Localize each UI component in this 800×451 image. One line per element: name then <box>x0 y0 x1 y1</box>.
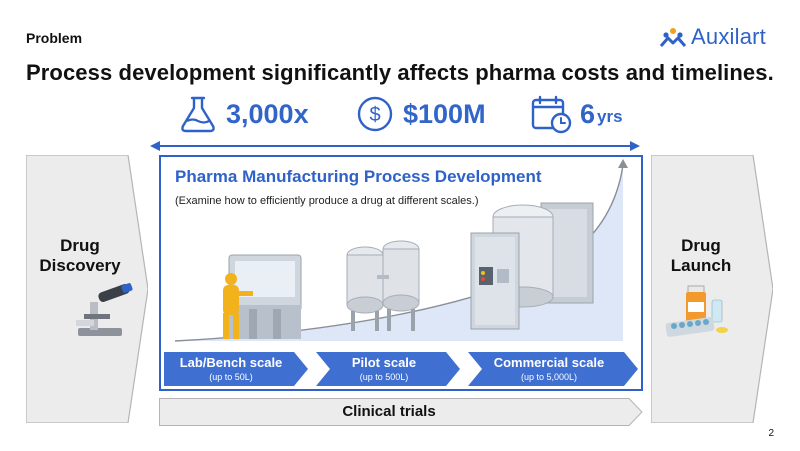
section-label: Problem <box>26 30 83 46</box>
stat-scale-up: 3,000x <box>178 94 309 134</box>
microscope-icon <box>76 283 133 336</box>
scale-step-lab: Lab/Bench scale (up to 50L) <box>164 352 308 386</box>
clinical-trials-label-wrap: Clinical trials <box>159 398 643 426</box>
scale-name: Pilot scale <box>351 355 417 370</box>
scale-capacity: (up to 50L) <box>209 372 253 382</box>
pilot-tanks-illustration <box>346 240 420 331</box>
commercial-plant-illustration <box>470 202 594 330</box>
scale-name: Lab/Bench scale <box>179 355 283 370</box>
stat-time: 6 yrs <box>530 94 623 134</box>
flask-icon <box>181 96 215 133</box>
clinical-trials-bar <box>159 398 643 426</box>
stat-value: 6 <box>580 98 596 129</box>
process-development-panel: Pharma Manufacturing Process Development… <box>159 155 643 391</box>
scale-step-pilot: Pilot scale (up to 500L) <box>322 352 460 386</box>
stat-cost: $ $100M <box>355 94 486 134</box>
lab-bench-illustration <box>223 254 302 339</box>
svg-text:$: $ <box>369 104 380 126</box>
clinical-trials-label: Clinical trials <box>342 403 436 420</box>
drug-discovery-chevron <box>26 155 148 423</box>
drug-launch-chevron <box>651 155 773 423</box>
drug-discovery-label: Drug Discovery <box>39 236 121 275</box>
page-number: 2 <box>768 428 774 439</box>
drug-launch-label: Drug Launch <box>670 236 732 275</box>
page-title: Process development significantly affect… <box>26 60 774 85</box>
calendar-clock-icon <box>531 95 572 134</box>
logo-text: Auxilart <box>691 24 766 49</box>
stat-value: 3,000x <box>226 98 309 129</box>
auxilart-logo-icon <box>659 28 687 47</box>
scale-chevrons <box>164 352 638 386</box>
scale-step-commercial: Commercial scale (up to 5,000L) <box>474 352 638 386</box>
stat-value: $100M <box>403 98 486 129</box>
scale-name: Commercial scale <box>493 355 605 370</box>
stat-unit: yrs <box>597 107 623 126</box>
span-arrow <box>150 141 640 151</box>
scale-capacity: (up to 500L) <box>359 372 409 382</box>
panel-title: Pharma Manufacturing Process Development <box>175 167 542 186</box>
dollar-coin-icon: $ <box>357 96 393 132</box>
scale-capacity: (up to 5,000L) <box>520 372 578 382</box>
medicine-icon <box>665 285 728 337</box>
logo: Auxilart <box>659 24 766 50</box>
panel-subtitle: (Examine how to efficiently produce a dr… <box>175 195 479 207</box>
